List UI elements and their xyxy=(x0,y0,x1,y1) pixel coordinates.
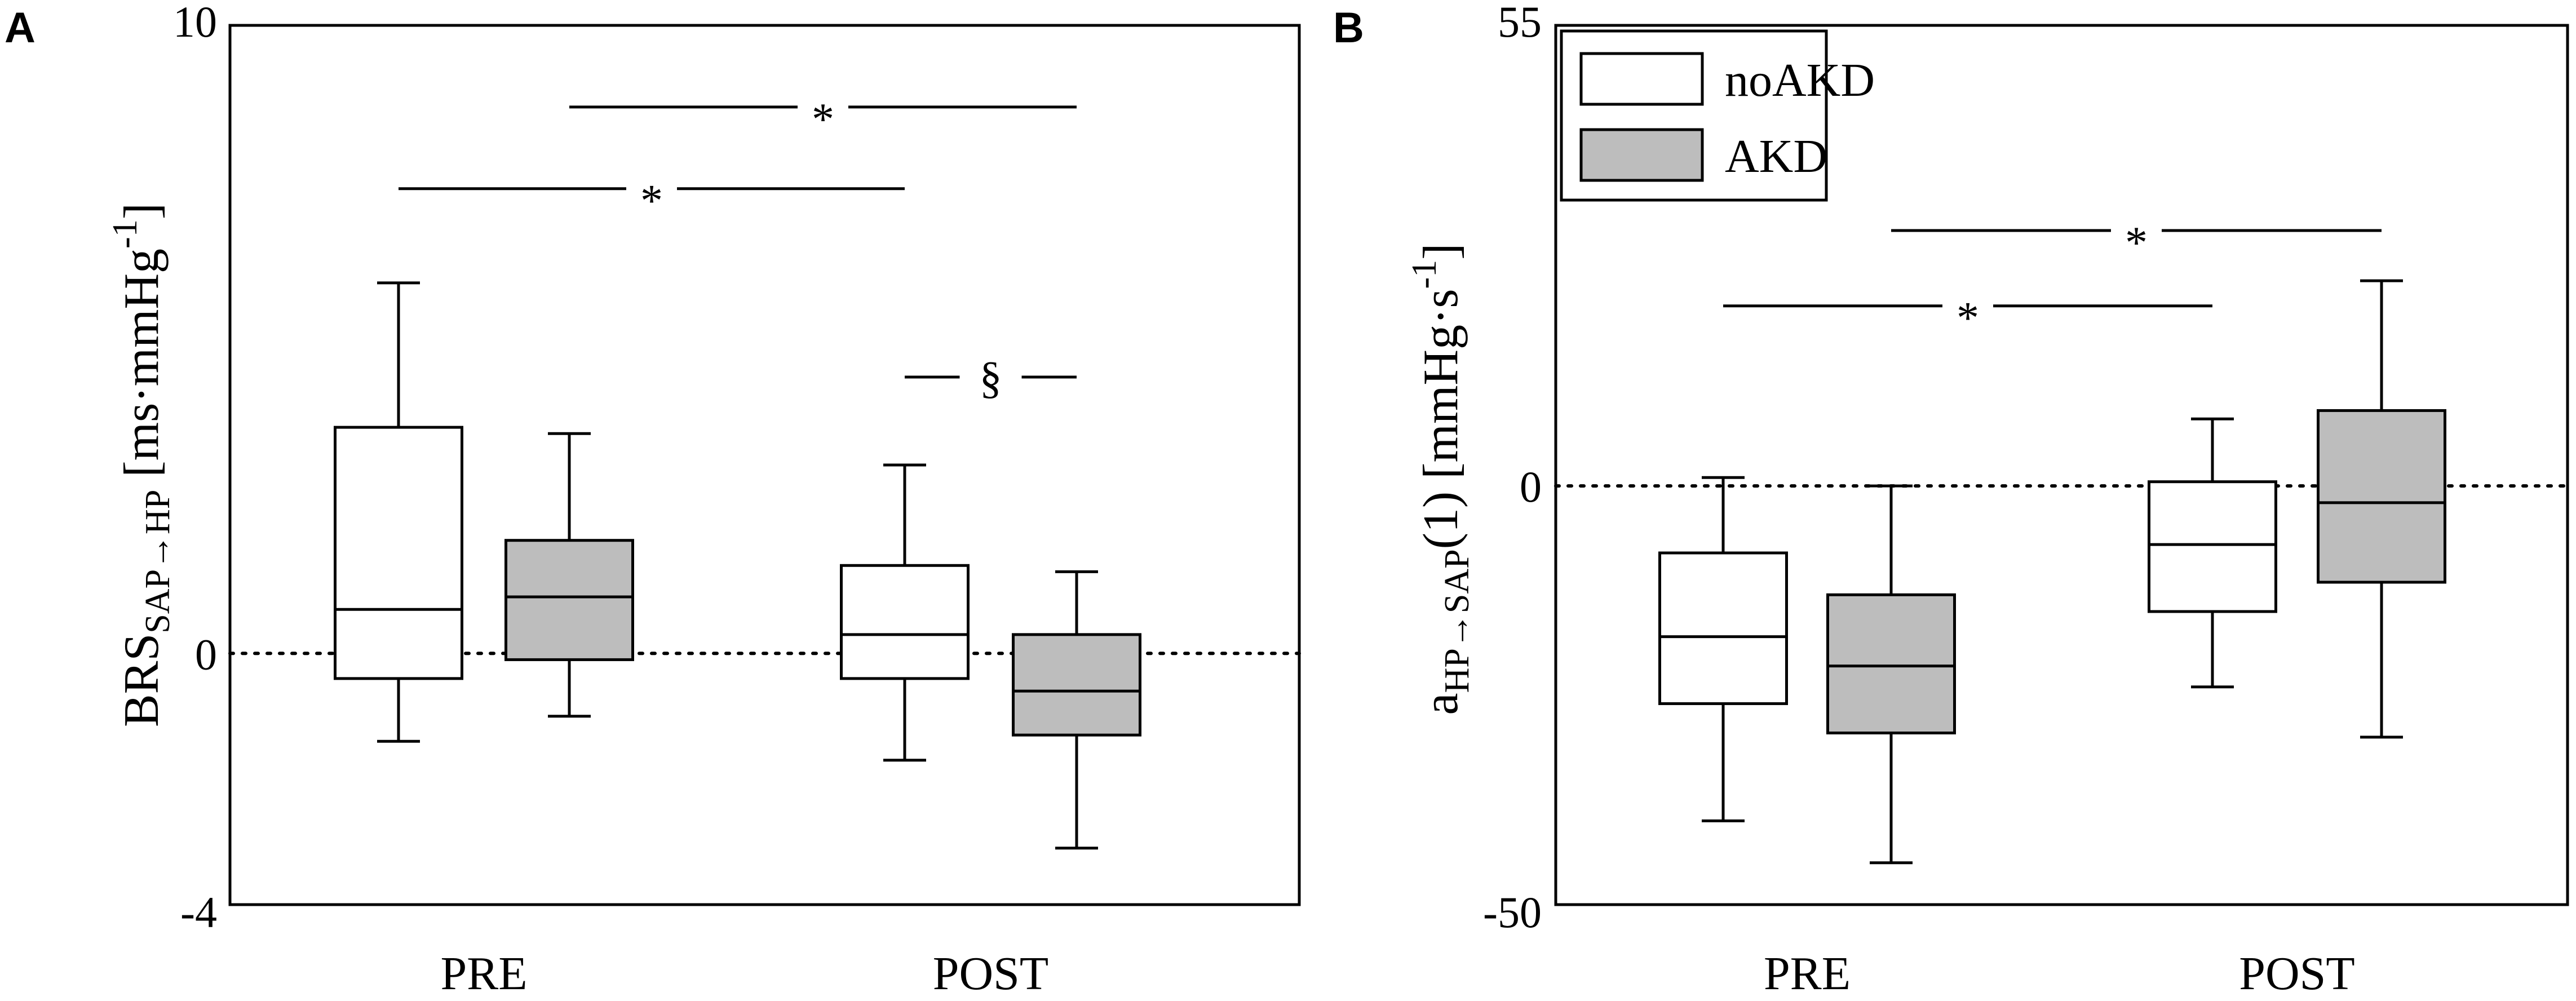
legend-swatch-akd xyxy=(1579,128,1704,182)
significance-marker: § xyxy=(980,353,1002,403)
y-axis-label-part: · xyxy=(1414,308,1468,325)
y-axis-label-part: HP→SAP xyxy=(1438,549,1476,693)
legend-label-akd: AKD xyxy=(1725,130,1827,183)
y-axis-label-part: s xyxy=(1414,289,1468,308)
y-axis-label-part: SAP→HP xyxy=(139,490,177,634)
y-axis-label-part: -1 xyxy=(1405,260,1444,289)
y-axis-label-part: ] xyxy=(1414,243,1468,260)
box-iqr xyxy=(2148,480,2277,613)
y-axis-label-part: [ms xyxy=(114,403,169,490)
y-tick-label: -4 xyxy=(180,888,217,937)
legend-swatch-noakd xyxy=(1579,52,1704,106)
box-akd-post xyxy=(2317,279,2446,739)
significance-marker: * xyxy=(640,176,663,226)
box-iqr xyxy=(504,539,634,661)
legend: noAKD AKD xyxy=(1560,29,1875,202)
significance-marker: * xyxy=(1957,294,1979,343)
y-axis-label: BRSSAP→HP [ms·mmHg-1] xyxy=(106,203,177,727)
significance-marker: * xyxy=(812,95,834,144)
box-akd-pre xyxy=(1826,484,1956,865)
box-iqr xyxy=(2317,409,2446,584)
legend-label-noakd: noAKD xyxy=(1725,54,1875,107)
x-category-label: PRE xyxy=(440,947,527,1000)
panel-letter: A xyxy=(5,4,36,52)
x-category-label: POST xyxy=(933,947,1048,1000)
x-category-label: PRE xyxy=(1764,947,1851,1000)
panel-a: A 10 0 -4 PRE POST BRSSAP→HP [ms·mmHg-1] * * § xyxy=(5,0,1301,1000)
box-noakd-post xyxy=(840,463,970,762)
y-axis-label-part: BRS xyxy=(114,634,169,727)
significance-bar: * xyxy=(1723,294,2212,343)
box-iqr xyxy=(334,426,463,680)
x-category-label: POST xyxy=(2239,947,2354,1000)
y-tick-label: 10 xyxy=(173,0,217,46)
y-tick-label: 0 xyxy=(1520,462,1542,511)
box-iqr xyxy=(1012,633,1141,737)
significance-bar: § xyxy=(905,353,1077,403)
plot-frame xyxy=(1554,24,2569,906)
y-axis-label-part: a xyxy=(1414,693,1468,715)
box-akd-pre xyxy=(504,432,634,718)
panel-letter: B xyxy=(1333,4,1364,52)
y-axis-label-part: (1) [mmHg xyxy=(1414,325,1468,549)
y-tick-label: -50 xyxy=(1483,888,1542,937)
y-axis-label-part: mmHg xyxy=(114,249,169,386)
significance-bar: * xyxy=(569,95,1077,144)
box-noakd-post xyxy=(2148,417,2277,689)
y-axis-label-part: ] xyxy=(114,203,169,219)
y-tick-label: 0 xyxy=(195,630,217,679)
y-axis-label-part: · xyxy=(114,386,169,402)
box-iqr xyxy=(1658,551,1788,705)
significance-bar: * xyxy=(1891,218,2382,268)
panel-b: B 55 0 -50 PRE POST aHP→SAP(1) [mmHg·s-1] * * noA… xyxy=(1333,0,2569,1000)
significance-bar: * xyxy=(399,176,905,226)
y-tick-label: 55 xyxy=(1498,0,1542,46)
y-axis-label-part: -1 xyxy=(106,219,144,249)
box-akd-post xyxy=(1012,570,1141,850)
box-noakd-pre xyxy=(1658,476,1788,822)
y-axis-label: aHP→SAP(1) [mmHg·s-1] xyxy=(1405,243,1476,715)
significance-marker: * xyxy=(2125,218,2148,268)
plot-frame xyxy=(228,24,1301,906)
box-iqr xyxy=(840,564,970,680)
box-noakd-pre xyxy=(334,281,463,743)
box-iqr xyxy=(1826,593,1956,734)
